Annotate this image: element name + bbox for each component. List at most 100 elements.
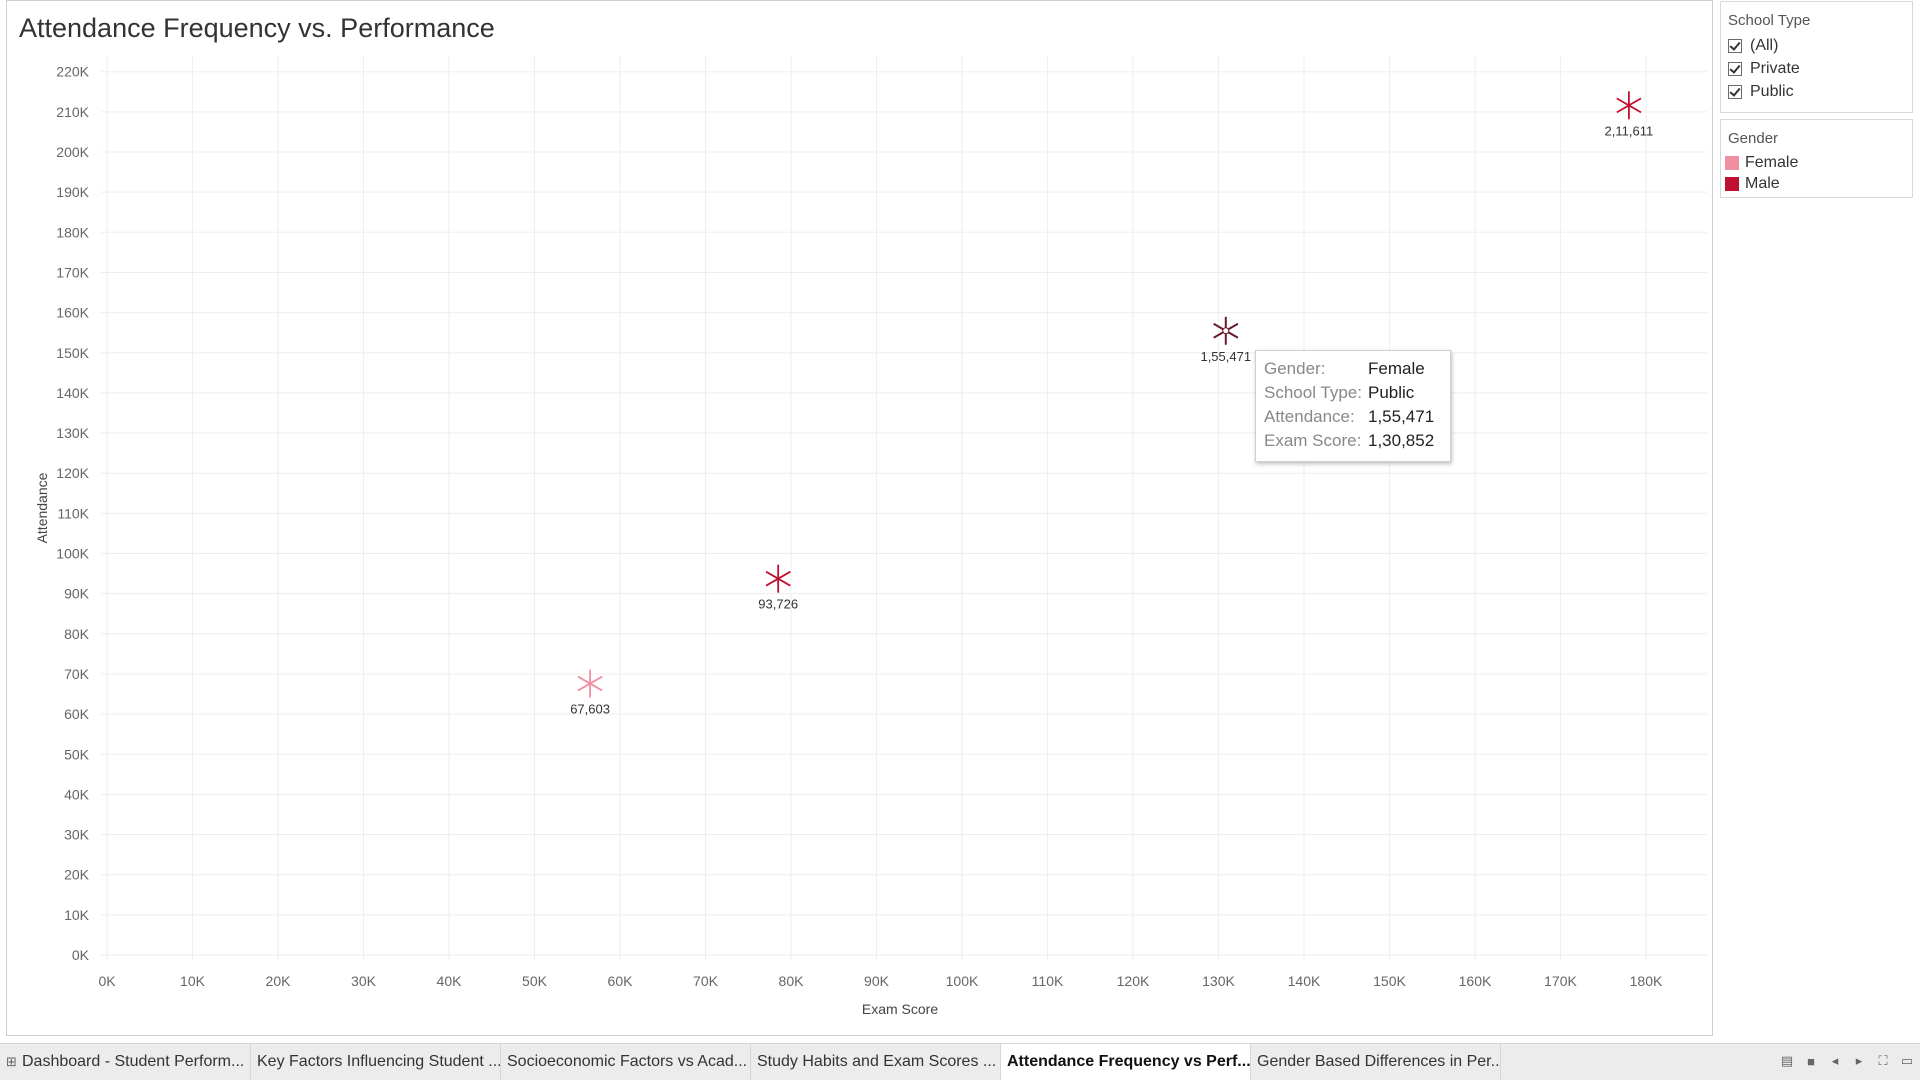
data-label: 67,603 (570, 702, 610, 717)
filter-item-label: Public (1750, 82, 1794, 100)
grid-view-icon[interactable]: ▤ (1780, 1053, 1794, 1068)
tab-label: Gender Based Differences in Per... (1257, 1053, 1501, 1070)
color-swatch (1725, 176, 1739, 191)
single-view-icon[interactable]: ■ (1807, 1053, 1815, 1069)
data-label: 2,11,611 (1605, 123, 1654, 138)
scatter-point-female[interactable] (577, 669, 603, 698)
y-tick-label: 140K (56, 385, 89, 401)
legend-item-label: Male (1745, 174, 1780, 192)
presentation-icon[interactable]: ▭ (1900, 1053, 1914, 1068)
x-tick-label: 160K (1459, 973, 1492, 989)
x-tick-label: 30K (351, 973, 377, 989)
tab-label: Socioeconomic Factors vs Acad... (507, 1053, 748, 1070)
y-axis-title: Attendance (34, 472, 50, 543)
school-type-filter: School Type (All) Private Public (1720, 1, 1913, 113)
x-tick-label: 140K (1288, 973, 1321, 989)
scatter-chart[interactable]: 0K 10K 20K 30K 40K 50K 60K 70K 80K 90K 100K 110K 120… (7, 1, 1712, 1035)
mark-tooltip: Gender: Female School Type: Public Attenda… (1255, 350, 1451, 462)
legend-title: Gender (1728, 130, 1779, 147)
next-sheet-icon[interactable]: ▸ (1855, 1053, 1863, 1068)
prev-sheet-icon[interactable]: ◂ (1831, 1053, 1839, 1068)
sheet-nav-controls: ▤ ■ ◂ ▸ ⛶ ▭ (1780, 1053, 1914, 1069)
y-tick-label: 160K (56, 305, 89, 321)
filter-item-public[interactable]: Public (1721, 80, 1912, 103)
filter-item-private[interactable]: Private (1721, 57, 1912, 80)
y-tick-label: 170K (56, 264, 89, 280)
tooltip-row-school-type: School Type: Public (1264, 383, 1450, 407)
asterisk-stroke (1616, 97, 1642, 114)
filter-item-all[interactable]: (All) (1721, 34, 1912, 57)
y-tick-label: 30K (64, 827, 90, 843)
dashboard-icon: ⊞ (6, 1054, 17, 1069)
scatter-point-female[interactable] (1213, 316, 1239, 345)
x-tick-label: 0K (98, 973, 116, 989)
tab-attendance-frequency[interactable]: Attendance Frequency vs Perf... (1001, 1044, 1251, 1080)
tab-gender-differences[interactable]: Gender Based Differences in Per... (1251, 1044, 1501, 1080)
scatter-point-male[interactable] (765, 564, 791, 593)
sheet-title: Attendance Frequency vs. Performance (19, 13, 495, 43)
asterisk-stroke (765, 570, 791, 587)
legend-item-female[interactable]: Female (1721, 152, 1912, 173)
y-tick-label: 130K (56, 425, 89, 441)
tooltip-row-attendance: Attendance: 1,55,471 (1264, 407, 1450, 431)
y-tick-label: 150K (56, 345, 89, 361)
tooltip-key: Gender: (1264, 359, 1326, 378)
tab-dashboard[interactable]: ⊞ Dashboard - Student Perform... (0, 1044, 251, 1080)
x-tick-label: 90K (864, 973, 890, 989)
tab-label: Dashboard - Student Perform... (22, 1053, 245, 1070)
tab-label: Key Factors Influencing Student ... (257, 1053, 501, 1070)
tab-key-factors[interactable]: Key Factors Influencing Student ... (251, 1044, 501, 1080)
y-tick-label: 90K (64, 586, 90, 602)
asterisk-stroke (577, 675, 603, 692)
y-tick-label: 100K (56, 546, 89, 562)
y-tick-label: 110K (57, 505, 89, 521)
filter-item-label: (All) (1750, 36, 1779, 54)
color-swatch (1725, 155, 1739, 170)
filter-title: School Type (1728, 12, 1811, 29)
tooltip-row-exam-score: Exam Score: 1,30,852 (1264, 431, 1450, 455)
x-tick-label: 10K (180, 973, 206, 989)
legend-item-male[interactable]: Male (1721, 173, 1912, 194)
tab-socioeconomic[interactable]: Socioeconomic Factors vs Acad... (501, 1044, 751, 1080)
y-tick-label: 180K (56, 224, 89, 240)
highlight-center (1222, 327, 1230, 335)
legend-item-label: Female (1745, 153, 1799, 171)
tab-study-habits[interactable]: Study Habits and Exam Scores ... (751, 1044, 1001, 1080)
x-tick-label: 60K (608, 973, 634, 989)
tab-label: Attendance Frequency vs Perf... (1007, 1053, 1251, 1070)
data-label: 93,726 (758, 597, 798, 612)
tab-label: Study Habits and Exam Scores ... (757, 1053, 997, 1070)
filter-item-label: Private (1750, 59, 1800, 77)
x-tick-label: 80K (779, 973, 805, 989)
y-tick-label: 120K (56, 465, 89, 481)
tooltip-value: Public (1368, 383, 1415, 402)
y-tick-label: 190K (56, 184, 89, 200)
x-tick-label: 70K (693, 973, 719, 989)
x-tick-label: 130K (1202, 973, 1235, 989)
x-tick-label: 20K (266, 973, 292, 989)
y-tick-label: 70K (64, 666, 90, 682)
x-tick-label: 150K (1373, 973, 1406, 989)
y-tick-label: 0K (72, 947, 90, 963)
checkbox-checked-icon[interactable] (1728, 61, 1742, 76)
x-tick-label: 110K (1032, 973, 1064, 989)
y-tick-label: 220K (56, 64, 89, 80)
y-tick-label: 200K (56, 144, 89, 160)
fullscreen-icon[interactable]: ⛶ (1878, 1053, 1888, 1068)
checkbox-checked-icon[interactable] (1728, 84, 1742, 99)
y-tick-label: 60K (64, 706, 90, 722)
scatter-point-male[interactable] (1616, 91, 1642, 120)
checkbox-checked-icon[interactable] (1728, 38, 1742, 53)
gender-color-legend: Gender Female Male (1720, 119, 1913, 198)
sheet-panel: Attendance Frequency vs. Performance 0K 1… (6, 0, 1713, 1036)
sheet-tab-strip: ⊞ Dashboard - Student Perform... Key Fact… (0, 1043, 1920, 1080)
y-tick-label: 210K (56, 104, 89, 120)
x-tick-label: 180K (1630, 973, 1663, 989)
x-tick-label: 40K (437, 973, 463, 989)
y-tick-label: 40K (64, 786, 90, 802)
data-label: 1,55,471 (1200, 349, 1251, 364)
tooltip-row-gender: Gender: Female (1264, 359, 1450, 383)
x-tick-label: 170K (1544, 973, 1577, 989)
y-tick-label: 20K (64, 867, 90, 883)
